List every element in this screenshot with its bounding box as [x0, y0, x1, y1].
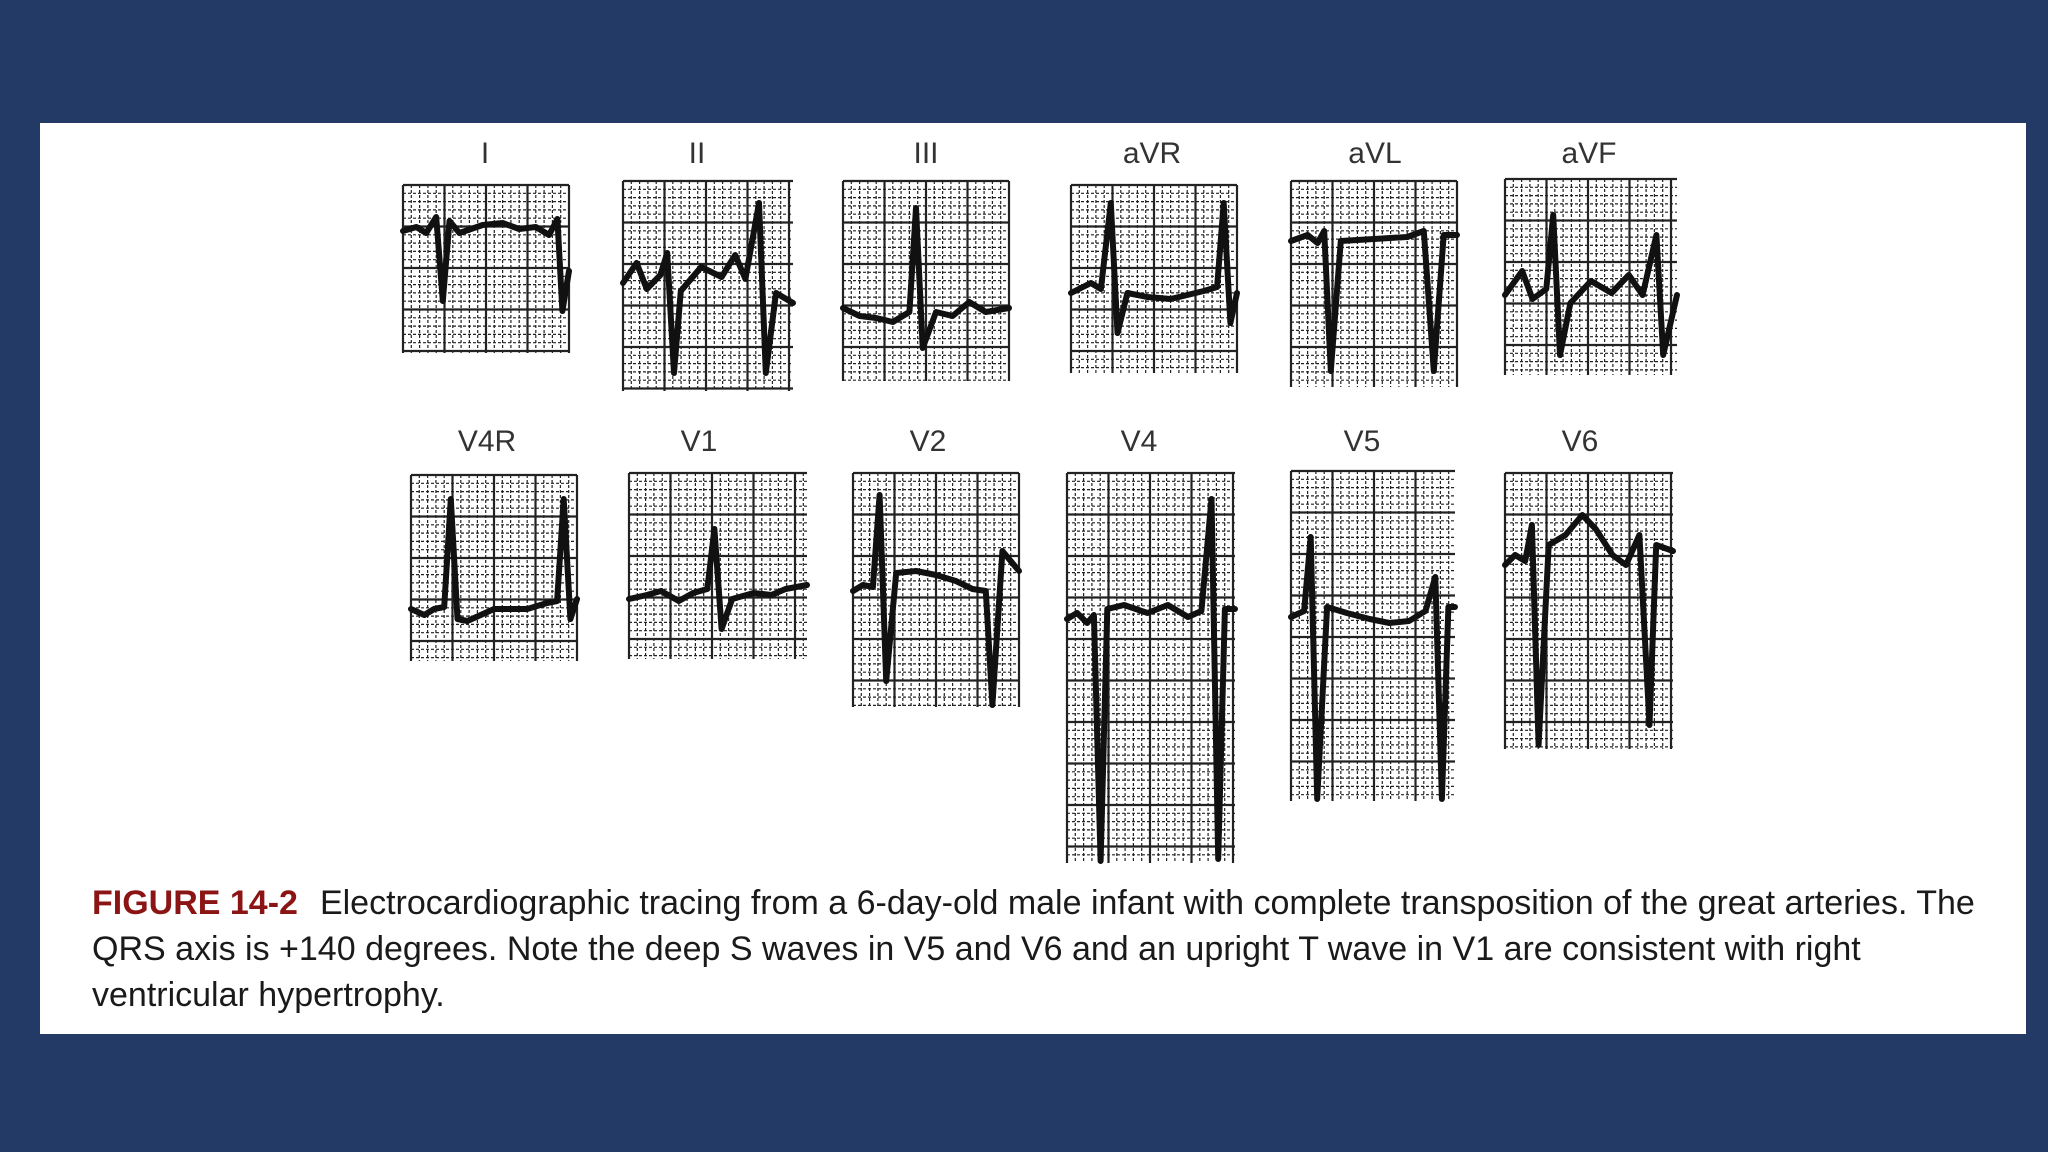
ecg-strip-v4r — [408, 473, 580, 661]
figure-caption: FIGURE 14-2 Electrocardiographic tracing … — [92, 880, 2012, 1018]
ecg-strip-iii — [840, 179, 1012, 381]
lead-label-iii: III — [913, 137, 939, 170]
ecg-trace-avl — [1288, 228, 1460, 374]
ecg-trace-v4r — [408, 496, 580, 624]
ecg-strip-v2 — [850, 471, 1022, 708]
caption-text: Electrocardiographic tracing from a 6-da… — [92, 884, 1975, 1014]
grid-v4r — [409, 473, 579, 661]
ecg-strip-v4 — [1064, 471, 1238, 864]
ecg-trace-ii — [620, 200, 796, 376]
grid-iii — [841, 179, 1011, 381]
ecg-trace-v4 — [1064, 496, 1238, 864]
ecg-trace-v2 — [850, 492, 1022, 708]
lead-label-v6: V6 — [1561, 425, 1599, 458]
grid-i — [401, 183, 571, 353]
ecg-strip-v5 — [1288, 469, 1458, 802]
grid-avf — [1503, 177, 1677, 375]
ecg-trace-i — [400, 214, 572, 314]
ecg-trace-v5 — [1288, 534, 1458, 802]
lead-label-v4: V4 — [1120, 425, 1158, 458]
lead-label-ii: II — [688, 137, 706, 170]
ecg-strip-v1 — [626, 471, 810, 659]
lead-label-avr: aVR — [1122, 137, 1182, 170]
lead-label-v5: V5 — [1343, 425, 1381, 458]
grid-v1 — [627, 471, 807, 659]
figure-label: FIGURE 14-2 — [92, 884, 298, 922]
lead-label-v1: V1 — [680, 425, 718, 458]
ecg-trace-iii — [840, 205, 1012, 351]
lead-label-avl: aVL — [1348, 137, 1402, 170]
ecg-strip-v6 — [1502, 471, 1676, 749]
lead-label-v2: V2 — [909, 425, 947, 458]
ecg-trace-v6 — [1502, 512, 1676, 748]
grid-avr — [1069, 183, 1239, 373]
lead-label-avf: aVF — [1561, 137, 1617, 170]
lead-label-v4r: V4R — [457, 425, 517, 458]
ecg-strip-avf — [1502, 177, 1680, 375]
ecg-strip-i — [400, 183, 572, 353]
ecg-strip-avl — [1288, 179, 1460, 387]
ecg-trace-avf — [1502, 212, 1680, 358]
lead-label-i: I — [480, 137, 490, 170]
ecg-trace-v1 — [626, 526, 810, 632]
ecg-strip-ii — [620, 179, 796, 391]
ecg-strip-avr — [1068, 183, 1240, 373]
figure-panel: I II III aVR aVL aVF V4R V1 V2 V4 V5 V6 FIGURE 14-2… — [40, 123, 2026, 1034]
ecg-trace-avr — [1068, 200, 1240, 336]
